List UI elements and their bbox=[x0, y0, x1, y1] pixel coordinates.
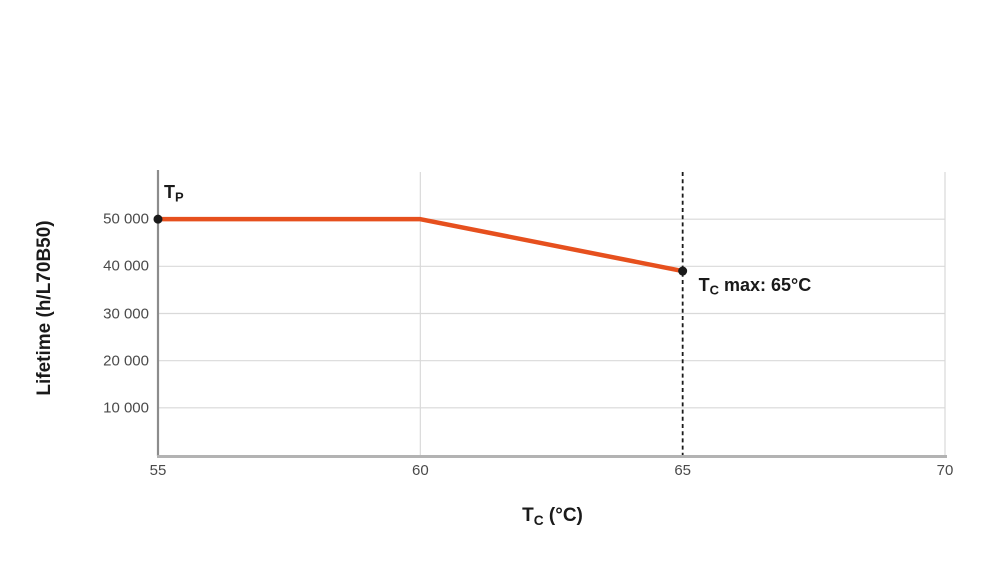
y-tick-label: 30 000 bbox=[103, 305, 149, 322]
y-tick-label: 20 000 bbox=[103, 352, 149, 370]
tp-annotation-prefix: T bbox=[164, 182, 175, 203]
x-axis-title-prefix: T bbox=[522, 505, 534, 526]
tp-annotation-subscript: P bbox=[175, 189, 184, 205]
tc-max-annotation-prefix: T bbox=[698, 275, 710, 296]
y-tick-label: 10 000 bbox=[103, 399, 149, 417]
tc-max-annotation-subscript: C bbox=[709, 282, 720, 298]
tc-max-annotation-suffix: max: 65°C bbox=[719, 275, 812, 296]
x-axis-title-subscript: C bbox=[533, 512, 544, 528]
y-axis-title: Lifetime (h/L70B50) bbox=[34, 219, 55, 396]
x-tick-label: 60 bbox=[411, 462, 429, 479]
lifetime-line bbox=[155, 216, 685, 274]
x-axis-title-suffix: (°C) bbox=[543, 505, 583, 526]
y-tick-label: 50 000 bbox=[103, 210, 149, 228]
data-point-marker bbox=[153, 214, 163, 224]
tc-max-annotation: TC max: 65°C bbox=[699, 275, 812, 298]
y-tick-label: 40 000 bbox=[103, 257, 149, 275]
tp-annotation: TP bbox=[164, 182, 184, 205]
x-tick-label: 55 bbox=[149, 462, 167, 479]
x-tick-label: 65 bbox=[674, 462, 691, 479]
x-axis-title: TC (°C) bbox=[522, 505, 583, 528]
data-point-marker bbox=[678, 266, 688, 276]
x-tick-label: 70 bbox=[936, 462, 954, 479]
